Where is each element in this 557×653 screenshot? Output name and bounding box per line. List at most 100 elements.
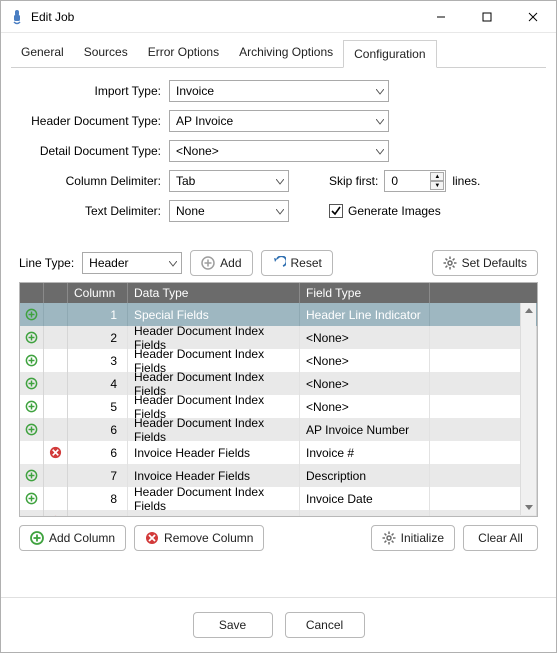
chevron-down-icon [276, 174, 284, 188]
initialize-button[interactable]: Initialize [371, 525, 455, 551]
cell-field-type: Header Line Indicator [300, 303, 430, 326]
cell-data-type: Invoice Header Fields [128, 441, 300, 464]
column-delimiter-select[interactable]: Tab [169, 170, 289, 192]
scroll-down-button[interactable] [521, 499, 536, 515]
header-doc-type-label: Header Document Type: [19, 114, 169, 128]
set-defaults-label: Set Defaults [462, 256, 527, 270]
chevron-down-icon [376, 84, 384, 98]
row-status-error-icon [44, 441, 68, 464]
cell-data-type: Header Document Index Fields [128, 418, 300, 441]
row-status-plus-icon [20, 464, 44, 487]
line-type-select[interactable]: Header [82, 252, 182, 274]
spin-down-button[interactable]: ▼ [430, 181, 444, 190]
row-status-empty [44, 349, 68, 372]
text-delimiter-value: None [176, 204, 205, 218]
save-label: Save [219, 618, 246, 632]
row-status-empty [44, 418, 68, 441]
remove-column-label: Remove Column [164, 531, 253, 545]
detail-doc-type-select[interactable]: <None> [169, 140, 389, 162]
add-button[interactable]: Add [190, 250, 252, 276]
dialog-footer: Save Cancel [1, 597, 556, 652]
cancel-label: Cancel [306, 618, 343, 632]
line-type-toolbar: Line Type: Header Add Reset [11, 250, 546, 282]
detail-doc-type-value: <None> [176, 144, 219, 158]
tab-general[interactable]: General [11, 39, 74, 67]
row-status-plus-icon [20, 303, 44, 326]
row-status-empty [44, 395, 68, 418]
cell-field-type: <None> [300, 349, 430, 372]
configuration-panel: Import Type: Invoice Header Document Typ… [11, 68, 546, 238]
initialize-label: Initialize [401, 531, 444, 545]
remove-circle-icon [145, 531, 159, 545]
plus-circle-icon [201, 256, 215, 270]
row-status-plus-icon [20, 487, 44, 510]
cell-field-type: <None> [300, 395, 430, 418]
cell-field-type: Invoice Date [300, 487, 430, 510]
table-row[interactable]: 8Header Document Index FieldsInvoice Dat… [20, 487, 537, 510]
gear-icon [382, 531, 396, 545]
edit-job-window: Edit Job GeneralSourcesError OptionsArch… [0, 0, 557, 653]
row-status-empty [44, 487, 68, 510]
app-icon [9, 9, 25, 25]
header-doc-type-select[interactable]: AP Invoice [169, 110, 389, 132]
cell-column: 4 [68, 372, 128, 395]
line-type-value: Header [89, 256, 128, 270]
text-delimiter-label: Text Delimiter: [19, 204, 169, 218]
cell-column: 6 [68, 441, 128, 464]
table-row[interactable]: 6Header Document Index FieldsAP Invoice … [20, 418, 537, 441]
generate-images-checkbox[interactable] [329, 204, 343, 218]
header-field-type[interactable]: Field Type [300, 283, 430, 303]
reset-button[interactable]: Reset [261, 250, 333, 276]
header-data-type[interactable]: Data Type [128, 283, 300, 303]
line-type-label: Line Type: [19, 256, 74, 270]
tab-error-options[interactable]: Error Options [138, 39, 229, 67]
row-status-error-icon [44, 510, 68, 517]
skip-first-suffix: lines. [452, 174, 480, 188]
gear-icon [443, 256, 457, 270]
table-header: Column Data Type Field Type [20, 283, 537, 303]
set-defaults-button[interactable]: Set Defaults [432, 250, 538, 276]
row-status-empty [44, 326, 68, 349]
remove-column-button[interactable]: Remove Column [134, 525, 264, 551]
import-type-select[interactable]: Invoice [169, 80, 389, 102]
reset-button-label: Reset [291, 256, 322, 270]
cell-column: 2 [68, 326, 128, 349]
row-status-plus-icon [20, 395, 44, 418]
scroll-up-button[interactable] [521, 303, 536, 319]
clear-all-button[interactable]: Clear All [463, 525, 538, 551]
maximize-button[interactable] [464, 1, 510, 33]
row-status-empty [20, 510, 44, 517]
tab-sources[interactable]: Sources [74, 39, 138, 67]
import-type-value: Invoice [176, 84, 214, 98]
close-button[interactable] [510, 1, 556, 33]
cell-column: 7 [68, 464, 128, 487]
tab-configuration[interactable]: Configuration [343, 40, 436, 68]
cell-column: 3 [68, 349, 128, 372]
cell-column: 6 [68, 418, 128, 441]
table-row[interactable]: 8Invoice Header FieldsInvoice Date [20, 510, 537, 517]
add-column-button[interactable]: Add Column [19, 525, 126, 551]
header-column[interactable]: Column [68, 283, 128, 303]
cell-field-type: AP Invoice Number [300, 418, 430, 441]
import-type-label: Import Type: [19, 84, 169, 98]
titlebar: Edit Job [1, 1, 556, 33]
minimize-button[interactable] [418, 1, 464, 33]
cancel-button[interactable]: Cancel [285, 612, 365, 638]
cell-field-type: Invoice Date [300, 510, 430, 517]
vertical-scrollbar[interactable] [520, 303, 536, 515]
cell-data-type: Invoice Header Fields [128, 510, 300, 517]
spin-up-button[interactable]: ▲ [430, 172, 444, 181]
skip-first-input[interactable]: 0 ▲ ▼ [384, 170, 446, 192]
column-delimiter-value: Tab [176, 174, 195, 188]
cell-column: 8 [68, 487, 128, 510]
row-status-empty [44, 372, 68, 395]
row-status-empty [44, 464, 68, 487]
text-delimiter-select[interactable]: None [169, 200, 289, 222]
save-button[interactable]: Save [193, 612, 273, 638]
content-area: GeneralSourcesError OptionsArchiving Opt… [1, 33, 556, 597]
tab-archiving-options[interactable]: Archiving Options [229, 39, 343, 67]
table-body: 1Special FieldsHeader Line Indicator2Hea… [20, 303, 537, 517]
table-row[interactable]: 6Invoice Header FieldsInvoice # [20, 441, 537, 464]
table-actions: Add Column Remove Column Initialize Clea… [11, 517, 546, 559]
cell-field-type: <None> [300, 372, 430, 395]
